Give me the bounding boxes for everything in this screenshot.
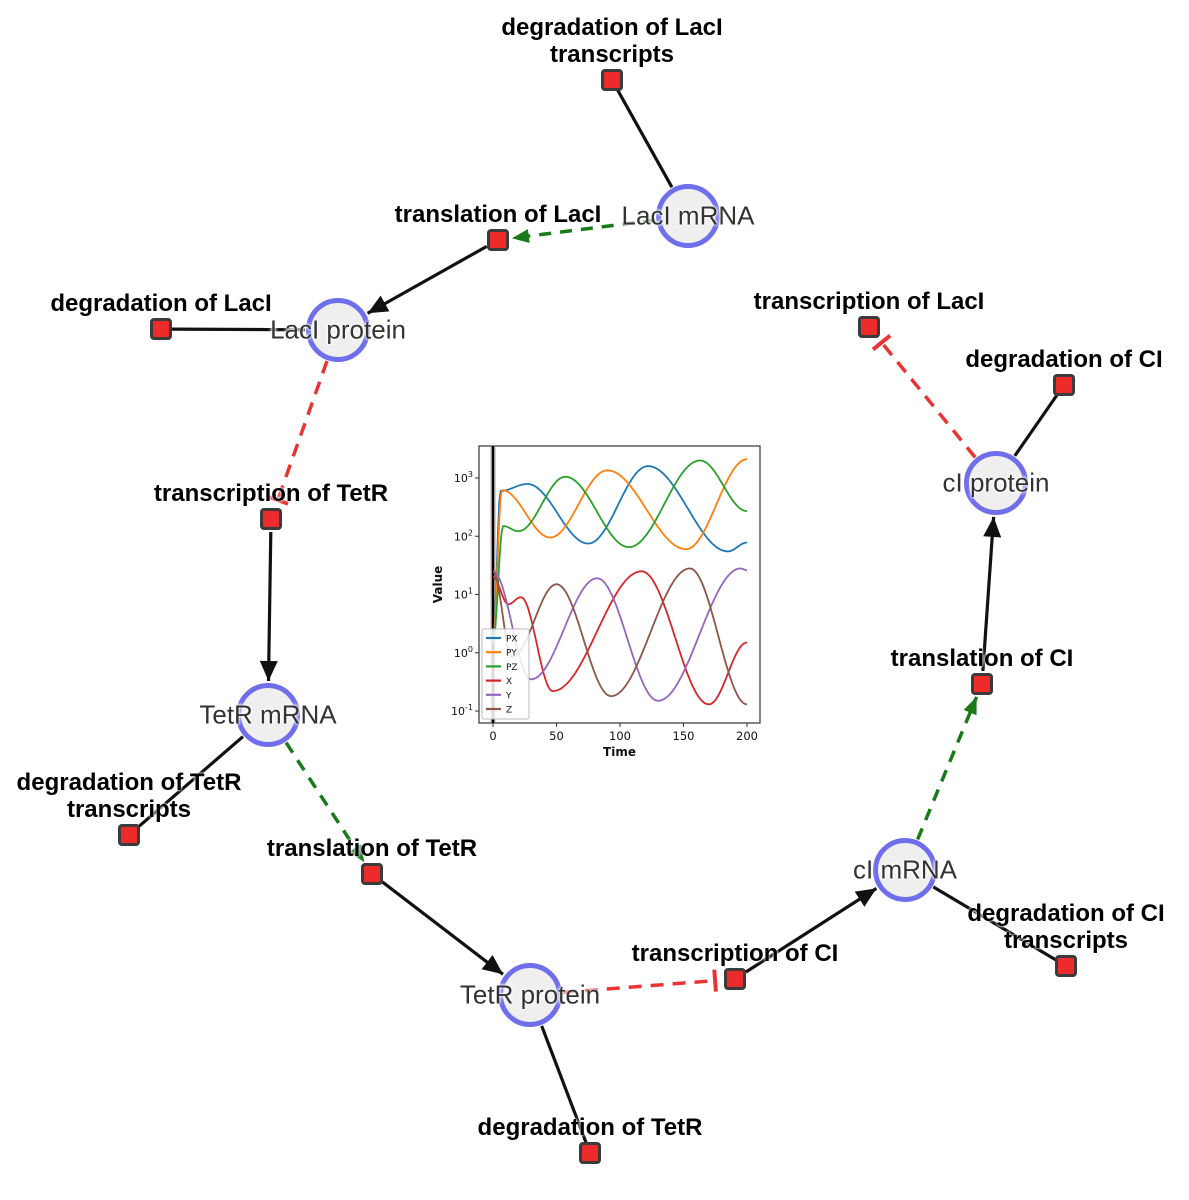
reaction-label-deg-tetr: degradation of TetR — [477, 1113, 703, 1141]
reaction-label-deg-tetr-transcripts: degradation of TetR transcripts — [16, 768, 242, 823]
species-label-tetr-mrna: TetR mRNA — [199, 699, 337, 730]
edge-ci-mrna-translation-ci — [915, 696, 979, 841]
legend-label-PX: PX — [506, 635, 518, 645]
species-label-laci-mrna: LacI mRNA — [621, 200, 755, 231]
legend-label-X: X — [506, 677, 512, 687]
reaction-node-deg-laci[interactable] — [150, 318, 172, 340]
chart-x-axis-label: Time — [603, 745, 636, 759]
reaction-label-transcription-laci: transcription of LacI — [753, 287, 985, 315]
reaction-node-translation-tetr[interactable] — [361, 863, 383, 885]
chart-series-PY — [492, 458, 748, 643]
reaction-label-translation-tetr: translation of TetR — [266, 834, 478, 862]
reaction-label-deg-ci-transcripts: degradation of CI transcripts — [967, 899, 1165, 954]
chart-series-Y — [492, 567, 748, 702]
species-label-ci-mrna: cI mRNA — [853, 854, 957, 885]
reaction-node-translation-ci[interactable] — [971, 673, 993, 695]
chart-x-tick-label: 50 — [549, 729, 564, 743]
chart-x-tick-label: 150 — [673, 729, 695, 743]
species-label-laci-protein: LacI protein — [270, 314, 406, 345]
edge-translation-laci-laci-protein — [366, 245, 488, 315]
species-node-tetr-protein[interactable] — [498, 963, 562, 1027]
reaction-label-deg-laci-transcripts: degradation of LacI transcripts — [501, 13, 723, 68]
chart-x-tick-label: 200 — [736, 729, 758, 743]
inset-time-series-chart: 10-1 100 101 102 103 0 50 100 150 200 Time Value PX P… — [431, 445, 761, 759]
edge-laci-mrna-translation-laci — [511, 218, 656, 244]
edge-tetr-mrna-deg-tetr-transcripts — [136, 735, 245, 830]
reaction-label-translation-ci: translation of CI — [890, 644, 1074, 672]
reaction-node-deg-laci-transcripts[interactable] — [601, 69, 623, 91]
edge-laci-mrna-deg-laci-transcripts — [616, 88, 674, 188]
edge-transcription-ci-ci-mrna — [745, 887, 878, 974]
reaction-node-translation-laci[interactable] — [487, 229, 509, 251]
species-node-ci-protein[interactable] — [964, 451, 1028, 515]
chart-y-tick-label: 100 — [454, 645, 473, 660]
reaction-node-deg-tetr[interactable] — [579, 1142, 601, 1164]
edge-tetr-protein-deg-tetr — [540, 1025, 588, 1144]
species-label-ci-protein: cI protein — [942, 467, 1050, 498]
reaction-node-deg-tetr-transcripts[interactable] — [118, 824, 140, 846]
edge-transcription-tetr-tetr-mrna — [259, 531, 278, 682]
species-node-laci-mrna[interactable] — [656, 184, 720, 248]
edge-tetr-protein-transcription-ci — [562, 969, 718, 995]
reaction-node-transcription-ci[interactable] — [724, 968, 746, 990]
edge-tetr-mrna-translation-tetr — [284, 741, 366, 864]
reaction-node-deg-ci[interactable] — [1053, 374, 1075, 396]
species-label-tetr-protein: TetR protein — [459, 979, 601, 1010]
reaction-label-deg-laci: degradation of LacI — [50, 289, 272, 317]
reaction-node-deg-ci-transcripts[interactable] — [1055, 955, 1077, 977]
chart-series-PZ — [492, 459, 748, 643]
chart-series-X — [492, 570, 748, 706]
chart-y-tick-label: 102 — [454, 528, 473, 543]
legend-label-PY: PY — [506, 649, 517, 659]
edge-translation-ci-ci-protein — [981, 516, 1002, 672]
reaction-node-transcription-tetr[interactable] — [260, 508, 282, 530]
legend-label-PZ: PZ — [506, 663, 518, 673]
reaction-label-transcription-tetr: transcription of TetR — [153, 479, 389, 507]
chart-x-tick-label: 100 — [609, 729, 631, 743]
species-node-laci-protein[interactable] — [306, 298, 370, 362]
chart-x-tick-label: 0 — [489, 729, 496, 743]
edge-ci-protein-transcription-laci — [871, 334, 977, 459]
species-node-tetr-mrna[interactable] — [236, 683, 300, 747]
edge-laci-protein-transcription-tetr — [266, 360, 329, 506]
edge-translation-tetr-tetr-protein — [381, 880, 504, 976]
edge-laci-protein-deg-laci — [171, 327, 306, 332]
edge-ci-protein-deg-ci — [1013, 393, 1060, 457]
chart-y-axis-label: Value — [431, 566, 445, 604]
reaction-node-transcription-laci[interactable] — [858, 316, 880, 338]
chart-y-tick-label: 10-1 — [451, 703, 473, 718]
edge-ci-mrna-deg-ci-transcripts — [932, 885, 1058, 962]
reaction-label-transcription-ci: transcription of CI — [631, 939, 839, 967]
chart-y-tick-label: 103 — [454, 470, 473, 485]
legend-label-Z: Z — [506, 706, 512, 716]
reaction-label-translation-laci: translation of LacI — [394, 200, 602, 228]
species-node-ci-mrna[interactable] — [873, 838, 937, 902]
chart-y-tick-label: 101 — [454, 587, 473, 602]
chart-series-Z — [492, 567, 748, 706]
chart-series-PX — [492, 465, 748, 643]
legend-label-Y: Y — [505, 691, 512, 701]
reaction-label-deg-ci: degradation of CI — [965, 345, 1163, 373]
